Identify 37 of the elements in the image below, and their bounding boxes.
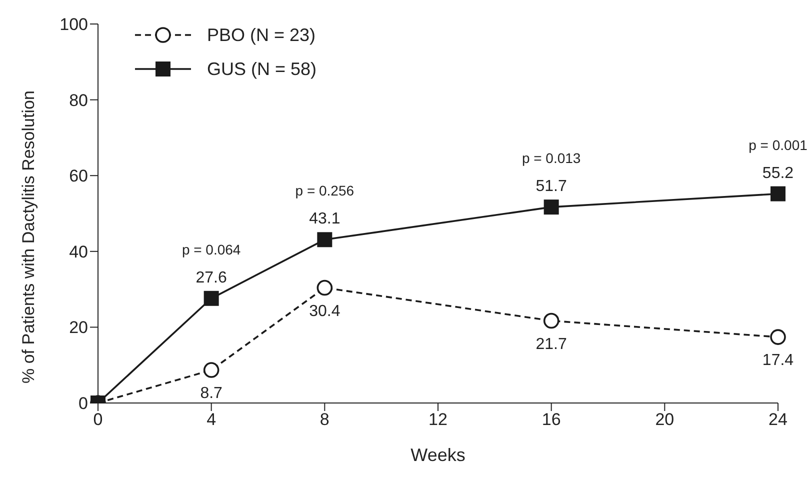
y-tick-label: 20 xyxy=(69,318,88,338)
point xyxy=(316,280,333,296)
y-tick-label: 40 xyxy=(69,242,88,262)
x-axis-title: Weeks xyxy=(410,445,466,465)
point xyxy=(317,232,332,248)
x-tick-label: 12 xyxy=(428,410,448,430)
annotation: p = 0.064 xyxy=(182,241,241,258)
data-label: 55.2 xyxy=(762,164,794,182)
x-tick-label: 16 xyxy=(542,410,561,430)
y-tick-label: 60 xyxy=(69,166,88,186)
data-label: 43.1 xyxy=(309,210,340,228)
point xyxy=(204,290,219,306)
x-tick-label: 8 xyxy=(320,410,330,430)
y-axis-title: % of Patients with Dactylitis Resolution xyxy=(19,90,38,384)
data-label: 21.7 xyxy=(536,336,568,353)
annotation: p = 0.013 xyxy=(522,150,581,166)
point xyxy=(770,186,786,202)
data-label: 51.7 xyxy=(536,178,568,196)
data-label: 27.6 xyxy=(196,269,228,286)
point xyxy=(770,329,786,345)
y-tick-label: 80 xyxy=(69,90,88,110)
x-tick-label: 24 xyxy=(768,410,788,430)
point xyxy=(203,362,220,378)
x-tick-label: 4 xyxy=(206,410,216,430)
y-tick-label: 100 xyxy=(60,15,88,34)
y-tick-label: 0 xyxy=(78,394,88,414)
data-label: 30.4 xyxy=(309,302,340,320)
point xyxy=(543,312,560,329)
data-label: 8.7 xyxy=(200,385,223,402)
legend-label: PBO (N = 23) xyxy=(207,24,316,46)
annotation: p = 0.001 xyxy=(748,136,808,153)
legend-label: GUS (N = 58) xyxy=(207,58,317,80)
x-tick-label: 20 xyxy=(655,410,674,430)
point xyxy=(544,200,559,215)
x-tick-label: 0 xyxy=(93,410,103,430)
annotation: p = 0.256 xyxy=(295,182,354,199)
data-label: 17.4 xyxy=(762,352,794,370)
